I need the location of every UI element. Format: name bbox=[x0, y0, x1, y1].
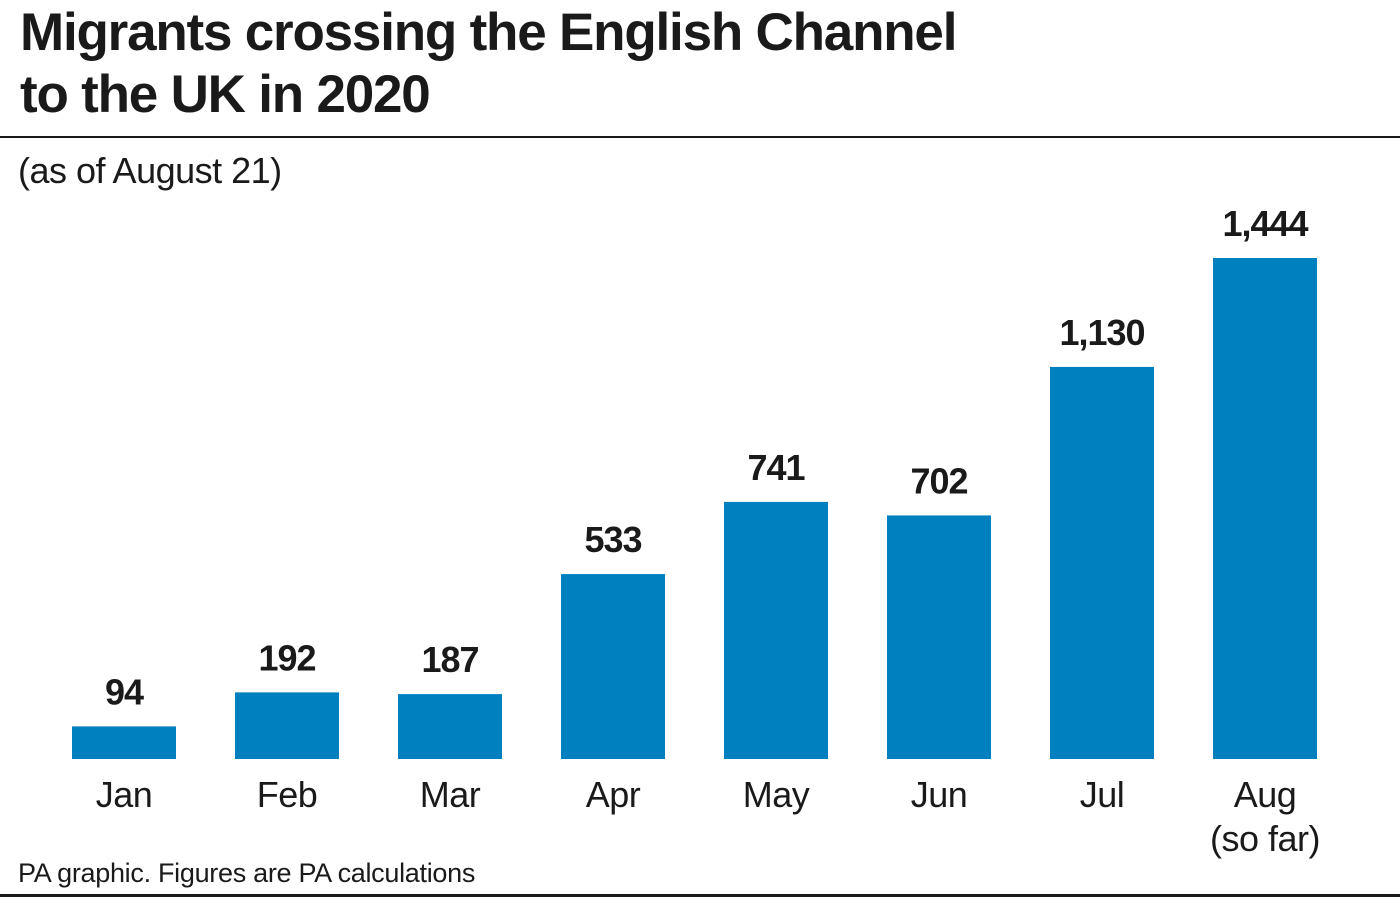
category-label-aug-sub: (so far) bbox=[1210, 818, 1320, 859]
chart-title-line-2: to the UK in 2020 bbox=[20, 65, 431, 124]
chart-title-line-1: Migrants crossing the English Channel bbox=[20, 3, 957, 62]
bar-jan bbox=[72, 726, 176, 759]
chart-subtitle: (as of August 21) bbox=[18, 150, 282, 191]
data-label-jul: 1,130 bbox=[1059, 312, 1144, 353]
category-label-jan: Jan bbox=[96, 774, 153, 815]
source-note: PA graphic. Figures are PA calculations bbox=[18, 858, 476, 888]
data-label-jun: 702 bbox=[910, 460, 967, 501]
data-label-apr: 533 bbox=[584, 519, 641, 560]
bar-jul bbox=[1050, 366, 1154, 759]
data-label-mar: 187 bbox=[421, 639, 478, 680]
category-label-apr: Apr bbox=[586, 774, 641, 815]
bar-apr bbox=[561, 574, 665, 759]
bottom-divider bbox=[0, 894, 1400, 897]
bar-may bbox=[724, 501, 828, 759]
chart-title: Migrants crossing the English Channel to… bbox=[20, 2, 1320, 126]
data-label-aug: 1,444 bbox=[1222, 203, 1308, 244]
category-label-mar: Mar bbox=[420, 774, 481, 815]
data-label-may: 741 bbox=[747, 447, 805, 488]
bar-jun bbox=[887, 515, 991, 759]
bar-mar bbox=[398, 694, 502, 759]
category-label-jul: Jul bbox=[1080, 774, 1125, 815]
data-label-jan: 94 bbox=[105, 671, 144, 712]
data-label-feb: 192 bbox=[258, 637, 315, 678]
bar-aug bbox=[1213, 258, 1317, 759]
category-label-jun: Jun bbox=[911, 774, 968, 815]
title-divider bbox=[0, 136, 1400, 138]
category-label-feb: Feb bbox=[257, 774, 318, 815]
category-label-may: May bbox=[743, 774, 810, 815]
category-label-aug: Aug bbox=[1234, 774, 1297, 815]
bar-feb bbox=[235, 692, 339, 759]
